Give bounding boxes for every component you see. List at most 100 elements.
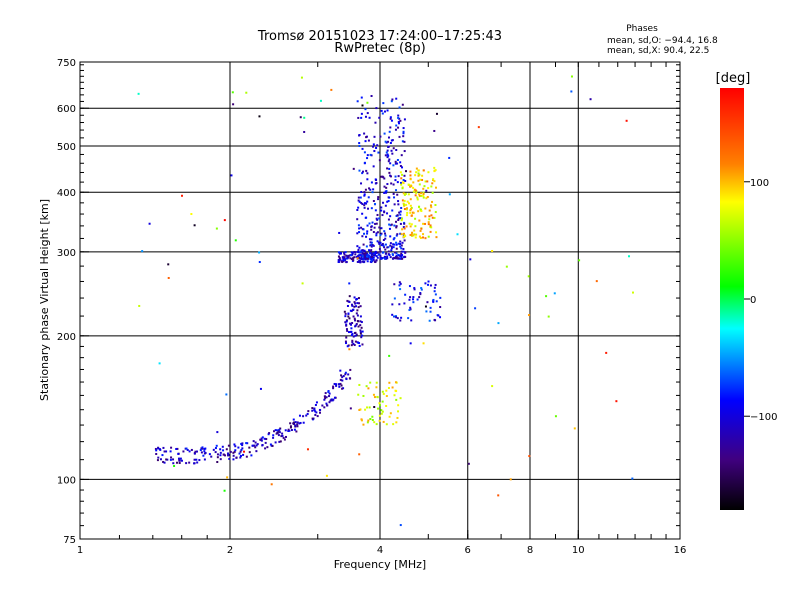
data-point: [369, 244, 372, 247]
data-point: [356, 218, 359, 221]
data-point: [347, 331, 350, 334]
data-point: [413, 229, 416, 232]
data-point: [359, 196, 362, 199]
data-point: [404, 251, 407, 254]
data-point: [360, 112, 363, 115]
data-point: [232, 458, 235, 461]
data-point: [361, 172, 364, 175]
data-point: [361, 255, 364, 258]
data-point: [341, 376, 344, 379]
data-point: [272, 434, 275, 437]
data-point: [631, 477, 634, 480]
data-point: [281, 432, 284, 435]
data-point: [371, 244, 374, 247]
data-point: [377, 198, 380, 201]
data-point: [157, 447, 160, 450]
data-point: [430, 214, 433, 217]
data-point: [311, 409, 314, 412]
data-point: [357, 256, 360, 259]
data-point: [422, 194, 425, 197]
data-point: [393, 237, 396, 240]
data-point: [399, 171, 402, 174]
data-point: [406, 211, 409, 214]
data-point: [402, 235, 405, 238]
data-point: [361, 104, 364, 107]
data-point: [426, 301, 429, 304]
data-point: [389, 162, 392, 165]
data-point: [369, 418, 372, 421]
data-point: [169, 450, 172, 453]
data-point: [359, 331, 362, 334]
data-point: [420, 287, 423, 290]
data-point: [414, 194, 417, 197]
data-point: [367, 207, 370, 210]
data-point: [370, 207, 373, 210]
data-point: [375, 255, 378, 258]
data-point: [422, 196, 425, 199]
data-point: [358, 302, 361, 305]
data-point: [409, 342, 412, 345]
data-point: [339, 382, 342, 385]
data-point: [366, 253, 369, 256]
data-point: [223, 489, 226, 492]
data-point: [371, 221, 374, 224]
data-point: [395, 226, 398, 229]
y-tick-label: 500: [57, 142, 76, 153]
data-point: [339, 258, 342, 261]
data-point: [505, 265, 508, 268]
data-point: [354, 253, 357, 256]
data-point: [370, 241, 373, 244]
data-point: [409, 174, 412, 177]
data-point: [319, 99, 322, 102]
data-point: [357, 248, 360, 251]
data-point: [382, 244, 385, 247]
data-point: [411, 231, 414, 234]
x-tick-label: 1: [77, 545, 83, 556]
data-point: [166, 458, 169, 461]
data-point: [363, 132, 366, 135]
data-point: [296, 421, 299, 424]
data-point: [302, 415, 305, 418]
data-point: [356, 257, 359, 260]
data-point: [355, 305, 358, 308]
data-point: [370, 243, 373, 246]
data-point: [376, 396, 379, 399]
data-point: [384, 243, 387, 246]
data-point: [399, 222, 402, 225]
data-point: [193, 458, 196, 461]
data-point: [372, 231, 375, 234]
data-point: [422, 187, 425, 190]
data-point: [376, 256, 379, 259]
data-point: [578, 259, 581, 262]
data-point: [418, 194, 421, 197]
data-point: [421, 174, 424, 177]
data-point: [393, 196, 396, 199]
data-point: [426, 196, 429, 199]
data-point: [388, 158, 391, 161]
data-point: [388, 227, 391, 230]
data-point: [425, 310, 428, 313]
data-point: [427, 171, 430, 174]
data-point: [615, 400, 618, 403]
data-point: [416, 196, 419, 199]
data-point: [241, 442, 244, 445]
data-point: [248, 451, 251, 454]
data-point: [165, 450, 168, 453]
data-point: [345, 319, 348, 322]
data-point: [397, 218, 400, 221]
data-point: [399, 164, 402, 167]
data-point: [433, 180, 436, 183]
data-point: [417, 210, 420, 213]
data-point: [378, 217, 381, 220]
data-point: [397, 120, 400, 123]
data-point: [359, 305, 362, 308]
x-axis-label: Frequency [MHz]: [334, 558, 426, 571]
data-point: [367, 387, 370, 390]
data-point: [358, 200, 361, 203]
data-point: [277, 430, 280, 433]
data-point: [251, 444, 254, 447]
data-point: [148, 222, 151, 225]
data-point: [167, 263, 170, 266]
data-point: [352, 342, 355, 345]
data-point: [435, 186, 438, 189]
